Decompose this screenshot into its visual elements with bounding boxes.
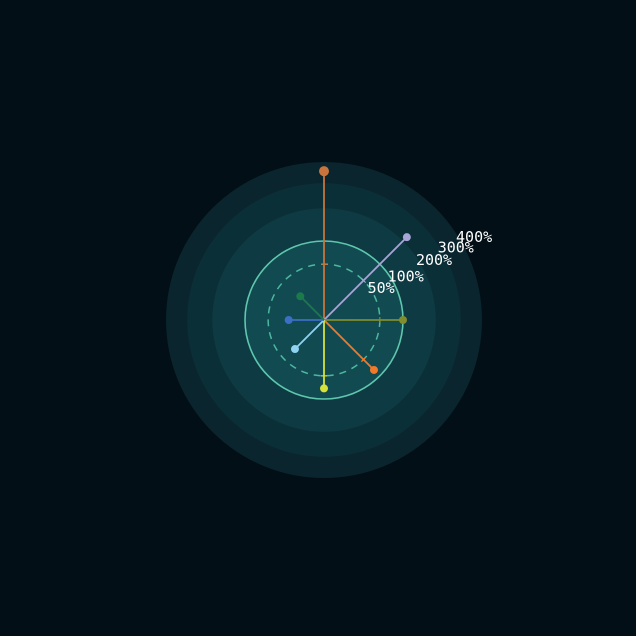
data-point-1 bbox=[403, 233, 411, 241]
data-point-7 bbox=[296, 292, 304, 300]
data-point-2 bbox=[399, 316, 407, 324]
data-point-5 bbox=[291, 345, 299, 353]
data-point-3 bbox=[370, 366, 378, 374]
ring-label-100: 100% bbox=[388, 268, 424, 286]
ring-label-400: 400% bbox=[456, 228, 492, 246]
data-point-6 bbox=[285, 316, 293, 324]
data-point-0 bbox=[319, 166, 329, 176]
data-point-4 bbox=[320, 384, 328, 392]
